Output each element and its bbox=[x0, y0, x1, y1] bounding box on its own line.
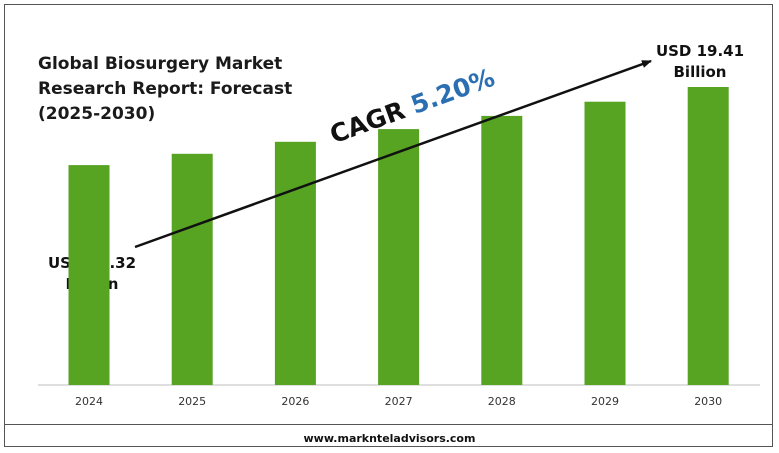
x-tick-label-2025: 2025 bbox=[178, 395, 206, 408]
end-value-callout: USD 19.41 Billion bbox=[648, 41, 752, 83]
bar-2028 bbox=[481, 115, 523, 386]
growth-arrow bbox=[134, 59, 652, 249]
end-value-amount: USD 19.41 bbox=[655, 42, 745, 60]
chart-title: Global Biosurgery Market Research Report… bbox=[38, 54, 293, 124]
bar-2025 bbox=[171, 153, 213, 385]
x-tick-label-2027: 2027 bbox=[385, 395, 413, 408]
bar-2026 bbox=[274, 141, 316, 385]
x-tick-label-2029: 2029 bbox=[591, 395, 619, 408]
bar-2029 bbox=[584, 101, 626, 385]
x-tick-label-2030: 2030 bbox=[694, 395, 722, 408]
bar-2030 bbox=[687, 87, 729, 385]
x-tick-label-2026: 2026 bbox=[281, 395, 309, 408]
bar-group bbox=[68, 87, 729, 386]
bar-2027 bbox=[378, 129, 420, 385]
bar-2024 bbox=[68, 165, 110, 385]
end-value-unit: Billion bbox=[673, 63, 727, 81]
x-tick-labels: 2024 2025 2026 2027 2028 2029 2030 bbox=[75, 395, 722, 408]
footer-bar bbox=[4, 424, 773, 447]
x-tick-label-2024: 2024 bbox=[75, 395, 103, 408]
footer-website: www.marknteladvisors.com bbox=[303, 432, 476, 445]
x-tick-label-2028: 2028 bbox=[488, 395, 516, 408]
